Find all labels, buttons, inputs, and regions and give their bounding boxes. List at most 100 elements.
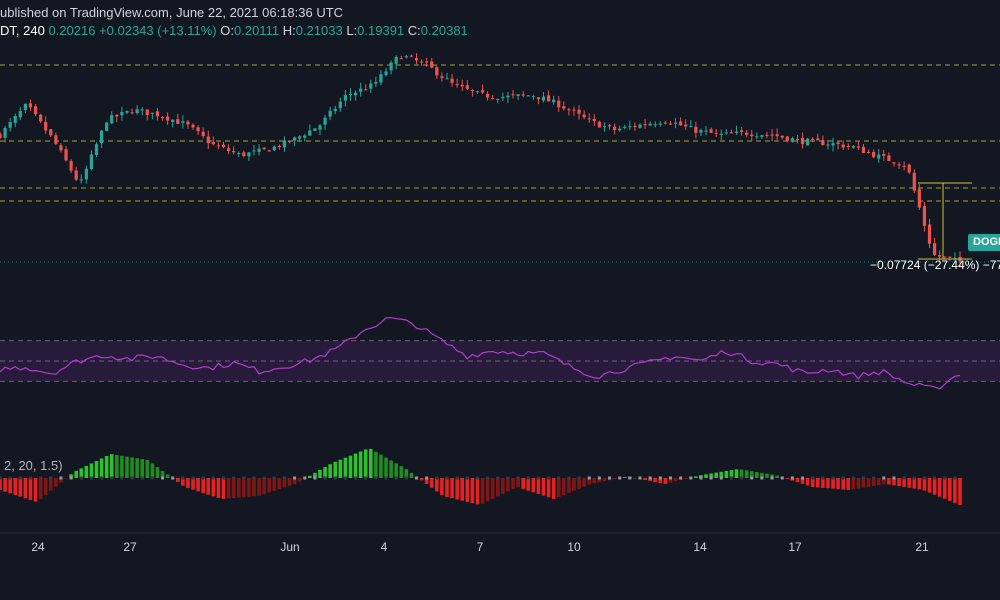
squeeze-dot [323,476,327,480]
squeeze-dot [272,476,276,480]
published-line: ublished on TradingView.com, June 22, 20… [0,5,343,20]
squeeze-bar [876,478,881,486]
candle-body [226,148,231,152]
candle-body [480,90,485,93]
squeeze-bar [602,478,607,482]
squeeze-dot [790,476,794,480]
candle-body [384,71,388,76]
squeeze-bar [313,472,317,478]
candle-body [64,149,68,161]
squeeze-dot [110,476,114,480]
candle-body [826,144,830,146]
rsi-pane[interactable] [0,317,1000,390]
squeeze-bar [221,478,226,499]
symbol-interval[interactable]: DT, 240 [0,23,45,38]
candle-body [171,119,175,122]
squeeze-dot [394,476,398,480]
squeeze-bar [419,478,424,481]
squeeze-bar [28,478,33,500]
squeeze-dot [252,476,256,480]
squeeze-bar [308,475,312,478]
candle-body [684,124,688,127]
squeeze-bar [861,478,866,488]
candle-body [0,133,2,138]
squeeze-bar [572,478,576,491]
squeeze-bar [958,478,962,505]
candle-body [582,114,586,118]
squeeze-dot [953,476,957,480]
squeeze-bar [836,478,840,490]
candle-body [653,124,657,126]
squeeze-dot [526,476,530,480]
squeeze-dot [882,476,886,480]
squeeze-bar [18,478,23,497]
candle-body [135,109,139,114]
candle-body [374,81,378,84]
squeeze-pane[interactable] [0,448,962,505]
candle-body [841,144,845,148]
candle-body [623,126,627,128]
current-price-tag: DOGE [968,234,1000,251]
candle-body [414,58,419,61]
candle-body [729,132,734,134]
squeeze-dot [435,476,439,480]
squeeze-bar [866,478,871,487]
squeeze-dot [719,476,723,480]
candle-body [719,133,723,135]
squeeze-dot [740,476,744,480]
squeeze-bar [23,478,28,499]
candle-body [343,95,347,101]
high-label: H: [282,23,296,38]
squeeze-dot [760,476,764,480]
candle-body [948,256,952,258]
candle-body [191,124,195,128]
candle-body [501,96,505,99]
candle-body [699,130,703,133]
squeeze-bar [323,467,327,478]
squeeze-dot [729,476,733,480]
squeeze-dot [100,476,104,480]
measure-label: −0.07724 (−27.44%) −77 [870,258,1000,272]
x-tick-label: Jun [280,540,300,554]
candle-body [846,146,850,148]
squeeze-bar [455,478,459,500]
squeeze-dot [39,476,43,480]
last-price: 0.20216 [48,23,96,38]
candle-body [399,58,403,60]
candle-body [831,143,835,146]
candle-body [851,146,855,148]
candle-body [496,99,500,101]
candle-body [648,123,652,126]
candle-body [201,131,205,136]
candle-body [379,74,383,83]
candle-body [567,109,571,111]
squeeze-bar [333,461,338,478]
squeeze-dot [242,476,246,480]
squeeze-dot [831,476,835,480]
squeeze-indicator-label[interactable]: 2, 20, 1.5) [4,458,63,473]
squeeze-bar [160,470,165,478]
squeeze-dot [536,476,540,480]
candle-body [465,85,469,89]
squeeze-dot [89,476,93,480]
candle-body [206,136,210,143]
squeeze-bar [79,468,84,478]
squeeze-dot [354,476,358,480]
price-pane[interactable] [0,53,1000,268]
candle-body [658,123,662,125]
candle-body [99,130,104,144]
squeeze-dot [557,476,561,480]
candle-body [282,140,287,148]
squeeze-dot [668,476,672,480]
candle-body [28,103,33,108]
squeeze-bar [485,478,490,502]
candle-body [89,154,94,170]
squeeze-bar [115,454,119,478]
squeeze-dot [811,476,815,480]
candle-body [663,122,667,124]
squeeze-bar [526,478,531,491]
squeeze-dot [699,476,703,480]
candle-body [176,119,180,124]
squeeze-bar [724,470,729,478]
